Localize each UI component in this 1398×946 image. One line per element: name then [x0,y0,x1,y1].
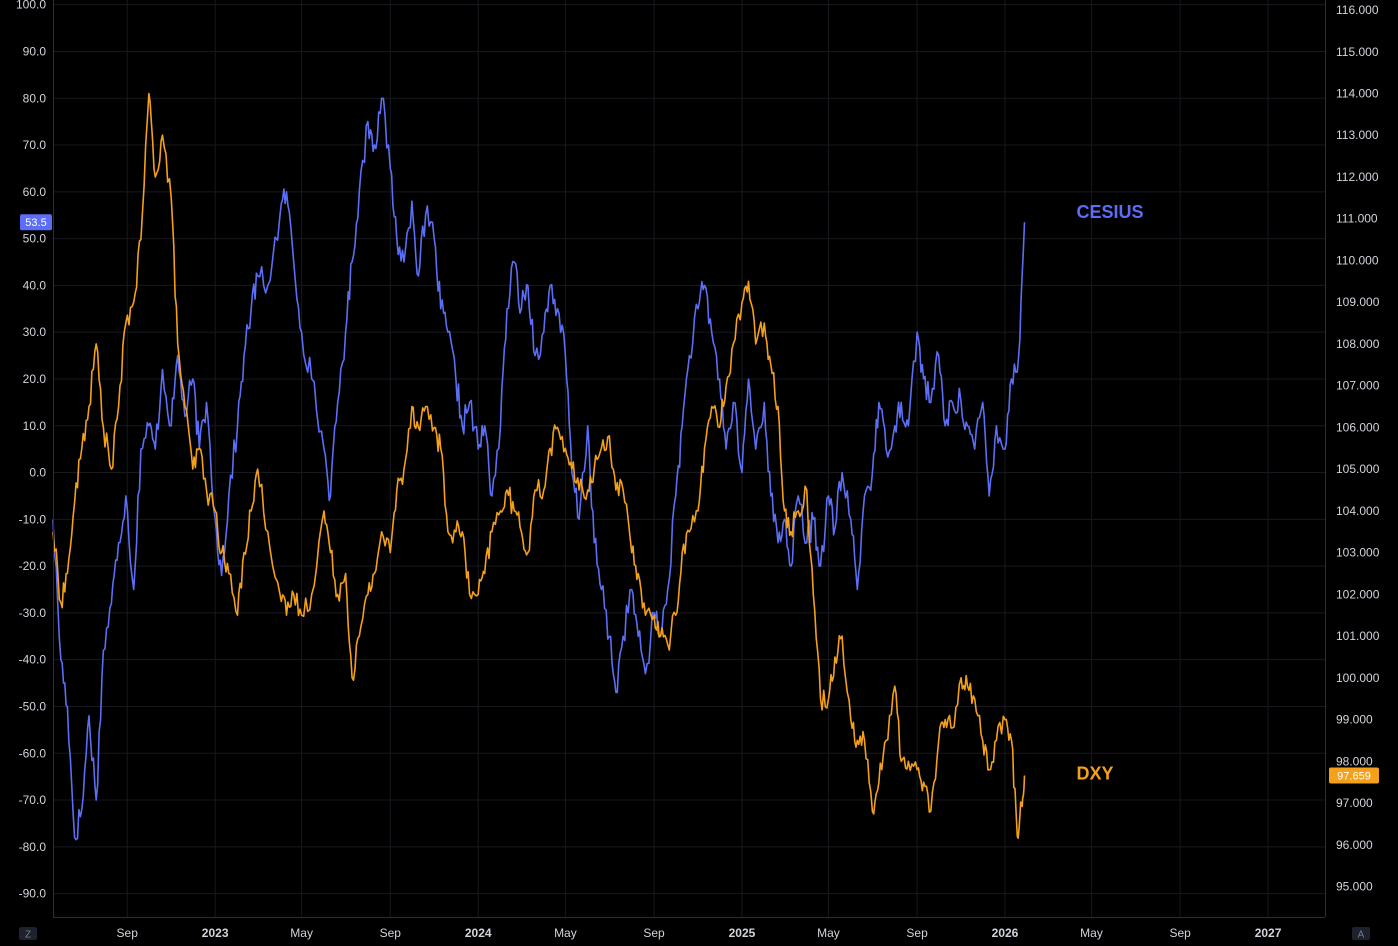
left-axis-mode-label: Z [25,930,31,941]
x-tick-label: 2023 [202,926,229,940]
left-tick-label: 100.0 [16,0,46,12]
right-tick-label: 98.000 [1336,754,1373,768]
cesius-series-label: CESIUS [1076,202,1143,222]
left-tick-label: -70.0 [19,793,47,807]
left-axis-mode-button[interactable]: Z [19,927,37,941]
last-value-tags: 53.5 97.659 [20,214,1379,784]
left-tick-label: 20.0 [23,372,47,386]
left-tick-label: 70.0 [23,138,47,152]
series-layer [52,92,1026,841]
right-tick-label: 111.000 [1336,212,1378,226]
right-tick-label: 113.000 [1336,128,1379,142]
left-tick-label: -80.0 [19,840,47,854]
x-tick-label: 2026 [992,926,1019,940]
right-tick-label: 97.000 [1336,796,1373,810]
right-axis-mode-label: A [1358,930,1365,941]
left-tick-label: -90.0 [19,887,47,901]
x-tick-label: May [290,926,313,940]
x-tick-label: Sep [117,926,139,940]
right-tick-label: 99.000 [1336,713,1373,727]
right-axis-mode-button[interactable]: A [1352,927,1370,941]
last-value-text: 53.5 [25,217,46,229]
right-tick-label: 95.000 [1336,880,1373,894]
right-tick-label: 96.000 [1336,838,1373,852]
left-tick-label: -50.0 [19,699,47,713]
left-tick-label: 90.0 [23,44,47,58]
x-axis[interactable]: Sep 2023 May Sep 2024 May Sep 2025 May Sep 2026 May… [117,926,1282,940]
right-tick-label: 115.000 [1336,45,1379,59]
right-tick-label: 104.000 [1336,504,1380,518]
last-value-text: 97.659 [1337,771,1371,783]
right-tick-label: 103.000 [1336,546,1380,560]
right-tick-label: 108.000 [1336,337,1380,351]
left-tick-label: -30.0 [19,606,47,620]
right-tick-label: 110.000 [1336,253,1379,267]
cesius-last-value-tag: 53.5 [20,214,52,231]
right-tick-label: 114.000 [1336,86,1379,100]
left-tick-label: 50.0 [23,232,47,246]
left-tick-label: -60.0 [19,746,47,760]
x-tick-label: Sep [906,926,928,940]
right-tick-label: 102.000 [1336,587,1380,601]
left-tick-label: 0.0 [29,466,46,480]
x-tick-label: May [1080,926,1103,940]
x-tick-label: 2024 [465,926,492,940]
series-labels: CESIUS DXY [1076,202,1143,783]
right-tick-label: 109.000 [1336,295,1380,309]
right-tick-label: 112.000 [1336,170,1379,184]
left-tick-label: 30.0 [23,325,47,339]
x-tick-label: 2025 [729,926,756,940]
right-tick-label: 106.000 [1336,420,1380,434]
right-tick-label: 116.000 [1336,3,1379,17]
x-tick-label: 2027 [1255,926,1282,940]
left-tick-label: 60.0 [23,185,47,199]
left-tick-label: 80.0 [23,91,47,105]
x-tick-label: Sep [380,926,402,940]
right-tick-label: 107.000 [1336,379,1380,393]
right-tick-label: 100.000 [1336,671,1380,685]
right-tick-label: 101.000 [1336,629,1380,643]
grid [53,0,1325,917]
left-tick-label: -20.0 [19,559,47,573]
left-axis[interactable]: 100.0 90.0 80.0 70.0 60.0 50.0 40.0 30.0 20.0 10.… [16,0,46,901]
left-tick-label: -10.0 [19,512,47,526]
left-tick-label: 40.0 [23,278,47,292]
dxy-series-label: DXY [1076,764,1113,784]
left-tick-label: -40.0 [19,653,47,667]
x-tick-label: May [554,926,577,940]
x-tick-label: Sep [1169,926,1191,940]
right-tick-label: 105.000 [1336,462,1380,476]
x-tick-label: Sep [643,926,665,940]
right-axis[interactable]: 116.000 115.000 114.000 113.000 112.000 111.0… [1336,3,1380,894]
dxy-line[interactable] [52,92,1026,839]
x-tick-label: May [817,926,840,940]
left-tick-label: 10.0 [23,419,47,433]
dxy-last-value-tag: 97.659 [1329,767,1379,784]
